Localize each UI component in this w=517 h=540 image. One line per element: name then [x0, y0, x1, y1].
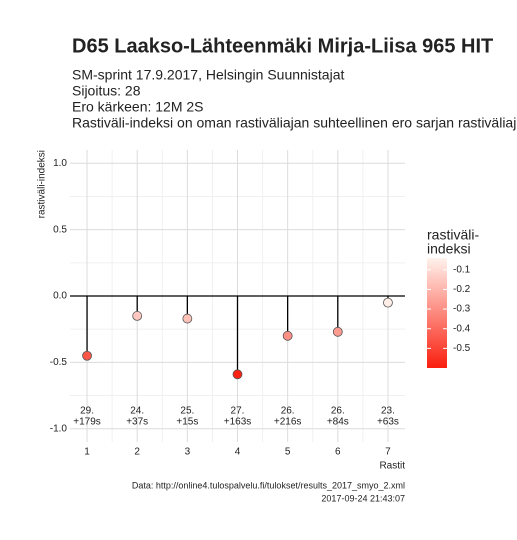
point-label: 29.	[80, 406, 94, 417]
point	[332, 326, 343, 337]
x-tick-label: 2	[134, 447, 140, 458]
y-tick-label: 1.0	[53, 158, 67, 169]
colorbar-label: -0.1	[453, 264, 471, 275]
point-label: 23.	[381, 406, 395, 417]
point	[182, 313, 193, 324]
x-axis-label: Rastit	[379, 461, 405, 472]
subtitle: Ero kärkeen: 12M 2S	[72, 99, 204, 115]
x-tick-label: 1	[84, 447, 90, 458]
colorbar-label: -0.5	[453, 343, 471, 354]
point-label: 25.	[180, 406, 194, 417]
point-label: +63s	[377, 417, 399, 428]
point	[82, 350, 92, 361]
y-tick-label: 0.0	[53, 291, 67, 302]
x-tick-label: 5	[285, 447, 291, 458]
point-label: +84s	[327, 417, 349, 428]
x-tick-label: 3	[185, 447, 191, 458]
point-label: +163s	[224, 417, 252, 428]
point-label: 26.	[331, 406, 345, 417]
point-label: +37s	[126, 417, 148, 428]
point-label: 27.	[231, 406, 245, 417]
point	[232, 369, 243, 380]
y-axis-label: rastiväli-indeksi	[37, 150, 48, 218]
y-tick-label: -0.5	[50, 357, 68, 368]
subtitle: Rastiväli-indeksi on oman rastiväliajan …	[72, 115, 517, 131]
caption: 2017-09-24 21:43:07	[321, 493, 405, 503]
caption: Data: http://online4.tulospalvelu.fi/tul…	[132, 480, 405, 490]
subtitle: SM-sprint 17.9.2017, Helsingin Suunnista…	[72, 67, 344, 83]
point-label: +216s	[274, 417, 302, 428]
point-label: 26.	[281, 406, 295, 417]
point	[282, 330, 293, 341]
colorbar-label: -0.2	[453, 284, 471, 295]
legend-title: indeksi	[427, 241, 471, 257]
legend-title: rastiväli-	[427, 227, 479, 243]
y-tick-label: 0.5	[53, 224, 67, 235]
chart-title: D65 Laakso-Lähteenmäki Mirja-Liisa 965 H…	[72, 35, 493, 57]
point	[132, 311, 143, 321]
x-tick-label: 4	[235, 447, 241, 458]
colorbar	[427, 258, 447, 368]
subtitle: Sijoitus: 28	[72, 83, 141, 99]
colorbar-label: -0.3	[453, 304, 471, 315]
point-label: +179s	[73, 417, 101, 428]
point-label: 24.	[130, 406, 144, 417]
colorbar-label: -0.4	[453, 323, 471, 334]
point-label: +15s	[176, 417, 198, 428]
x-tick-label: 7	[385, 447, 391, 458]
y-tick-label: -1.0	[50, 423, 68, 434]
point	[383, 297, 393, 308]
x-tick-label: 6	[335, 447, 341, 458]
